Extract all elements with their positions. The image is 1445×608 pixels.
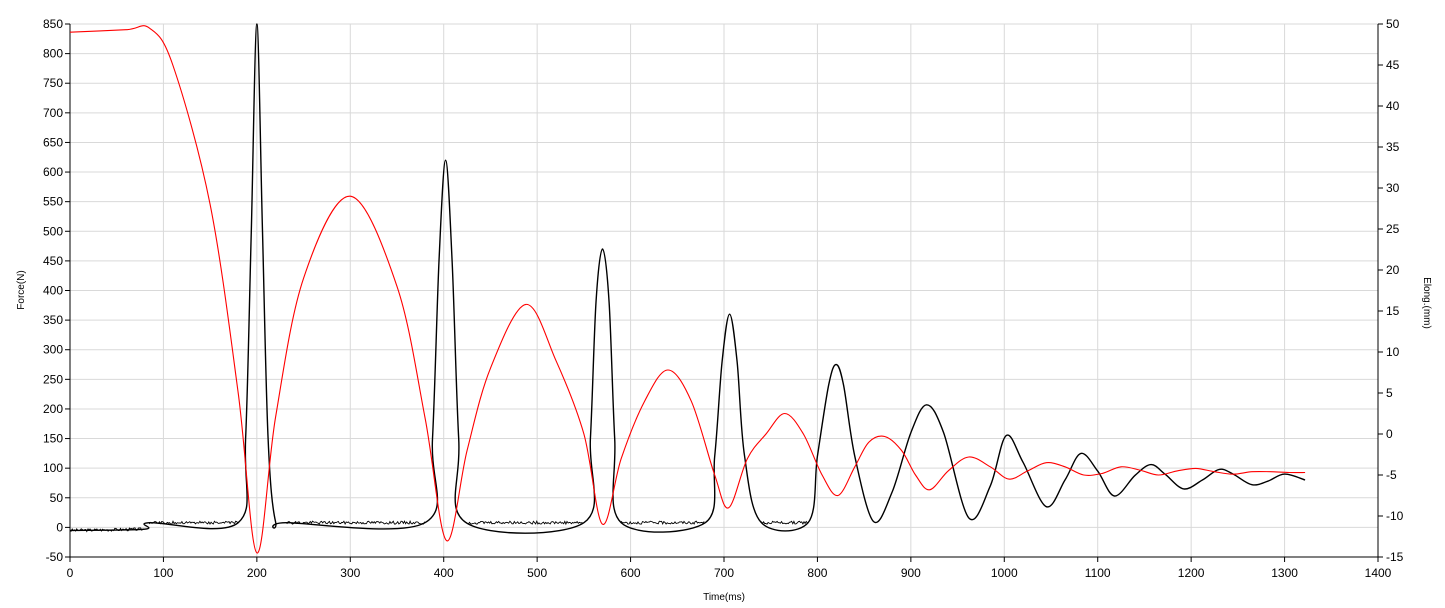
y2-tick-label: 35 [1386,140,1400,154]
x-tick-label: 400 [434,566,454,580]
y2-tick-label: 0 [1386,427,1393,441]
y-axis-title: Force(N) [16,270,27,309]
y-tick-label: 400 [43,284,63,298]
y-tick-label: 650 [43,135,63,149]
y-tick-label: 250 [43,372,63,386]
x-tick-label: 0 [67,566,74,580]
x-tick-label: 500 [527,566,547,580]
y-tick-label: 500 [43,224,63,238]
y2-tick-label: 10 [1386,345,1400,359]
force-series-line [69,23,1306,534]
y-tick-label: 150 [43,432,63,446]
y2-tick-label: 5 [1386,386,1393,400]
y-tick-label: 0 [56,520,63,534]
y-tick-label: 800 [43,47,63,61]
y2-tick-label: 30 [1386,181,1400,195]
y-tick-label: 600 [43,165,63,179]
x-tick-label: 900 [901,566,921,580]
x-tick-label: 1200 [1178,566,1205,580]
y-tick-label: 550 [43,195,63,209]
x-tick-label: 800 [807,566,827,580]
y-tick-label: 200 [43,402,63,416]
elongation-series-line [69,25,1306,554]
y2-tick-label: 15 [1386,304,1400,318]
x-axis: 0 100 200 300 400 500 600 700 800 900 1000 1100 1200… [67,556,1392,580]
y2-tick-label: -5 [1386,468,1397,482]
y-tick-label: 50 [50,491,64,505]
x-tick-label: 1400 [1365,566,1392,580]
y2-tick-label: -10 [1386,509,1404,523]
y2-tick-label: 40 [1386,99,1400,113]
y-tick-label: 100 [43,461,63,475]
x-axis-title: Time(ms) [703,592,745,603]
x-tick-label: 1000 [991,566,1018,580]
x-tick-label: 100 [153,566,173,580]
y-tick-label: 750 [43,76,63,90]
y2-tick-label: 50 [1386,17,1400,31]
grid-lines [69,23,1379,558]
y-axis-right: -15 -10 -5 0 5 10 15 20 25 30 35 40 45 50 [1377,17,1404,564]
y2-tick-label: 25 [1386,222,1400,236]
y-tick-label: -50 [46,550,64,564]
x-tick-label: 300 [340,566,360,580]
y2-tick-label: 45 [1386,58,1400,72]
x-tick-label: 200 [247,566,267,580]
y-axis-left: -50 0 50 100 150 200 250 300 350 400 450 500 550 600 6… [43,17,71,564]
y2-axis-title: Elong.(mm) [1421,277,1432,329]
series-layer [69,23,1306,554]
force-series-noise [69,520,808,533]
y-tick-label: 700 [43,106,63,120]
x-tick-label: 600 [621,566,641,580]
x-tick-label: 1300 [1271,566,1298,580]
y-tick-label: 350 [43,313,63,327]
y2-tick-label: 20 [1386,263,1400,277]
x-tick-label: 700 [714,566,734,580]
y-tick-label: 450 [43,254,63,268]
y-tick-label: 850 [43,17,63,31]
x-tick-label: 1100 [1085,566,1111,580]
y2-tick-label: -15 [1386,550,1404,564]
y-tick-label: 300 [43,343,63,357]
